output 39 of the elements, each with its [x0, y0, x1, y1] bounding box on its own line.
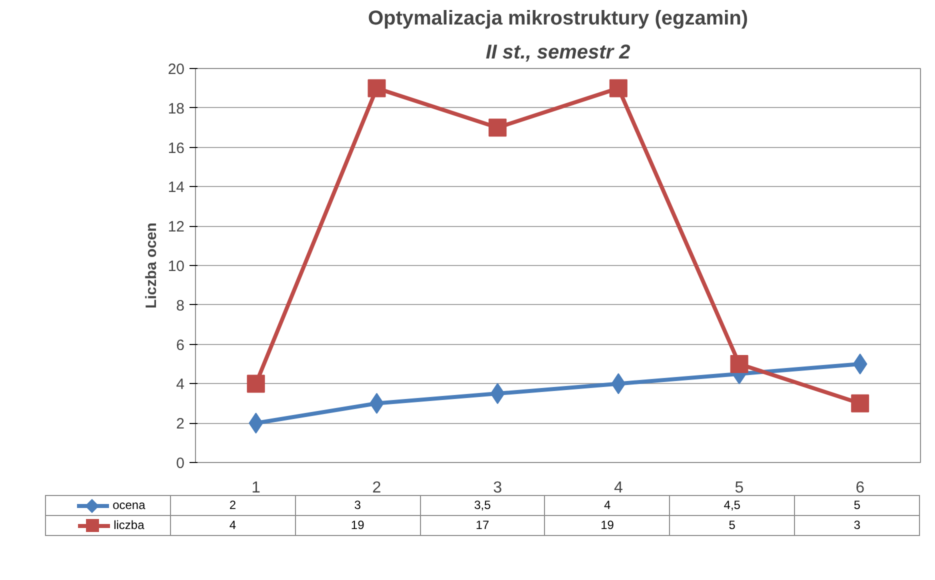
data-label: 5 — [794, 496, 920, 516]
data-label: 3 — [794, 516, 920, 536]
point — [730, 355, 748, 373]
legend-label: liczba — [46, 516, 170, 536]
y-tick-label: 20 — [168, 61, 185, 78]
data-label: 19 — [295, 516, 420, 536]
x-tick-label: 3 — [493, 480, 502, 496]
x-tick-label: 1 — [251, 480, 260, 496]
y-tick-label: 16 — [168, 140, 185, 157]
y-tick-label: 4 — [176, 376, 184, 394]
y-tick-label: 12 — [168, 218, 185, 236]
x-tick-label: 5 — [734, 480, 744, 496]
chart-title: Optymalizacja mikrostruktury (egzamin) — [368, 8, 748, 30]
legend-label: ocena — [46, 496, 170, 516]
y-tick-label: 8 — [176, 297, 184, 314]
y-tick-label: 0 — [176, 455, 184, 472]
x-tick-label: 4 — [614, 480, 623, 496]
point — [368, 79, 386, 98]
x-tick-label: 6 — [856, 480, 865, 496]
x-tick-label: 2 — [372, 480, 382, 496]
point — [852, 354, 868, 374]
data-label: 4 — [544, 496, 670, 516]
y-tick-label: 2 — [176, 416, 184, 433]
data-label: 19 — [544, 516, 670, 536]
y-tick-label: 6 — [176, 336, 184, 354]
data-label: 17 — [420, 516, 545, 536]
data-label: 3,5 — [420, 496, 545, 516]
data-label: 4,5 — [670, 496, 795, 516]
y-axis-title: Liczba ocen — [142, 222, 160, 308]
chart-subtitle: II st., semestr 2 — [486, 42, 630, 64]
point — [488, 118, 507, 137]
point — [851, 394, 870, 412]
data-label: 5 — [670, 516, 795, 536]
data-label: 3 — [295, 496, 420, 516]
point — [246, 374, 265, 393]
point — [609, 79, 628, 98]
y-tick-label: 10 — [168, 258, 185, 275]
y-tick-label: 18 — [168, 100, 185, 118]
y-tick-label: 14 — [168, 179, 185, 196]
